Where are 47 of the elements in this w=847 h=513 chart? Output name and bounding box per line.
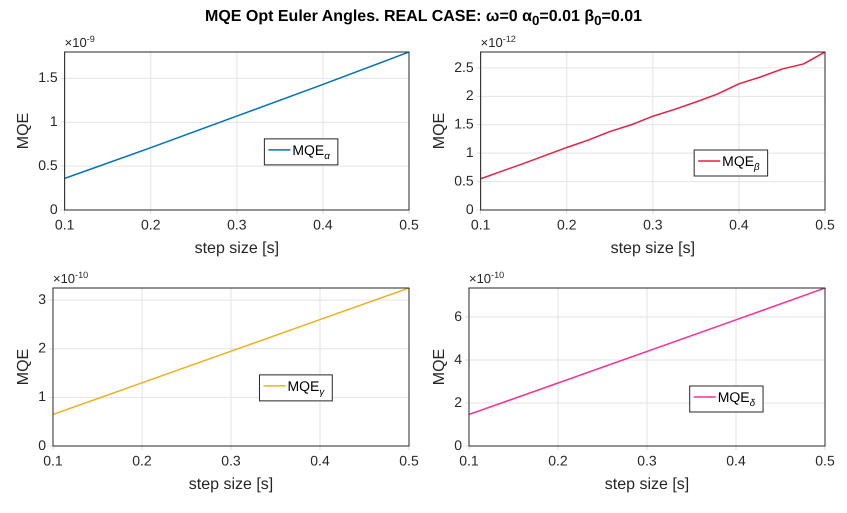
- x-tick-label: 0.2: [132, 452, 152, 468]
- x-tick-label: 0.2: [548, 452, 568, 468]
- y-tick-label: 3: [38, 291, 46, 308]
- x-tick-label: 0.5: [815, 216, 835, 232]
- y-tick-label: 1: [38, 388, 46, 404]
- x-tick-label: 0.1: [43, 452, 63, 468]
- x-tick-label: 0.2: [141, 216, 161, 232]
- y-axis-title: MQE: [15, 112, 32, 150]
- x-tick-label: 0.1: [470, 216, 491, 232]
- x-axis-title: step size [s]: [194, 240, 280, 257]
- x-tick-label: 0.3: [221, 452, 241, 468]
- x-tick-label: 0.4: [726, 452, 746, 468]
- y-tick-label: 0: [50, 200, 58, 217]
- y-tick-label: 2: [38, 340, 46, 356]
- chart-title: MQE Opt Euler Angles. REAL CASE: ω=0 α$_{0}$=0.01 β$_{0}$=0.01: [204, 8, 643, 30]
- x-tick-label: 0.3: [227, 216, 247, 232]
- x-tick-label: 0.5: [815, 452, 835, 468]
- x-axis-title: step size [s]: [188, 476, 274, 493]
- x-axis-title: step size [s]: [610, 240, 696, 257]
- y-tick-label: 4: [454, 350, 462, 367]
- y-tick-label: 2: [466, 87, 474, 104]
- y-tick-label: 1.5: [38, 69, 58, 86]
- y-tick-label: 1: [466, 144, 474, 160]
- x-tick-label: 0.2: [557, 216, 577, 232]
- y-tick-label: 6: [454, 308, 462, 324]
- x-tick-label: 0.5: [399, 452, 419, 468]
- y-tick-label: 0: [38, 436, 46, 453]
- y-axis-title: MQE: [15, 348, 32, 386]
- x-tick-label: 0.1: [459, 452, 479, 468]
- y-tick-label: 0: [466, 200, 474, 217]
- x-tick-label: 0.3: [643, 216, 663, 232]
- x-tick-label: 0.3: [637, 452, 657, 468]
- y-tick-label: 1: [50, 113, 58, 130]
- y-tick-label: 0.5: [454, 172, 474, 188]
- x-axis-title: step size [s]: [604, 476, 690, 493]
- y-tick-label: 2: [454, 394, 462, 410]
- y-axis-title: MQE: [431, 112, 448, 150]
- x-tick-label: 0.5: [399, 216, 419, 232]
- x-tick-label: 0.1: [54, 216, 75, 232]
- y-tick-label: 2.5: [454, 58, 474, 75]
- y-tick-label: 0: [454, 436, 462, 453]
- y-axis-title: MQE: [431, 348, 448, 386]
- y-tick-label: 0.5: [38, 156, 58, 173]
- x-tick-label: 0.4: [313, 216, 333, 232]
- x-tick-label: 0.4: [729, 216, 749, 232]
- x-tick-label: 0.4: [310, 452, 330, 468]
- y-tick-label: 1.5: [454, 116, 474, 132]
